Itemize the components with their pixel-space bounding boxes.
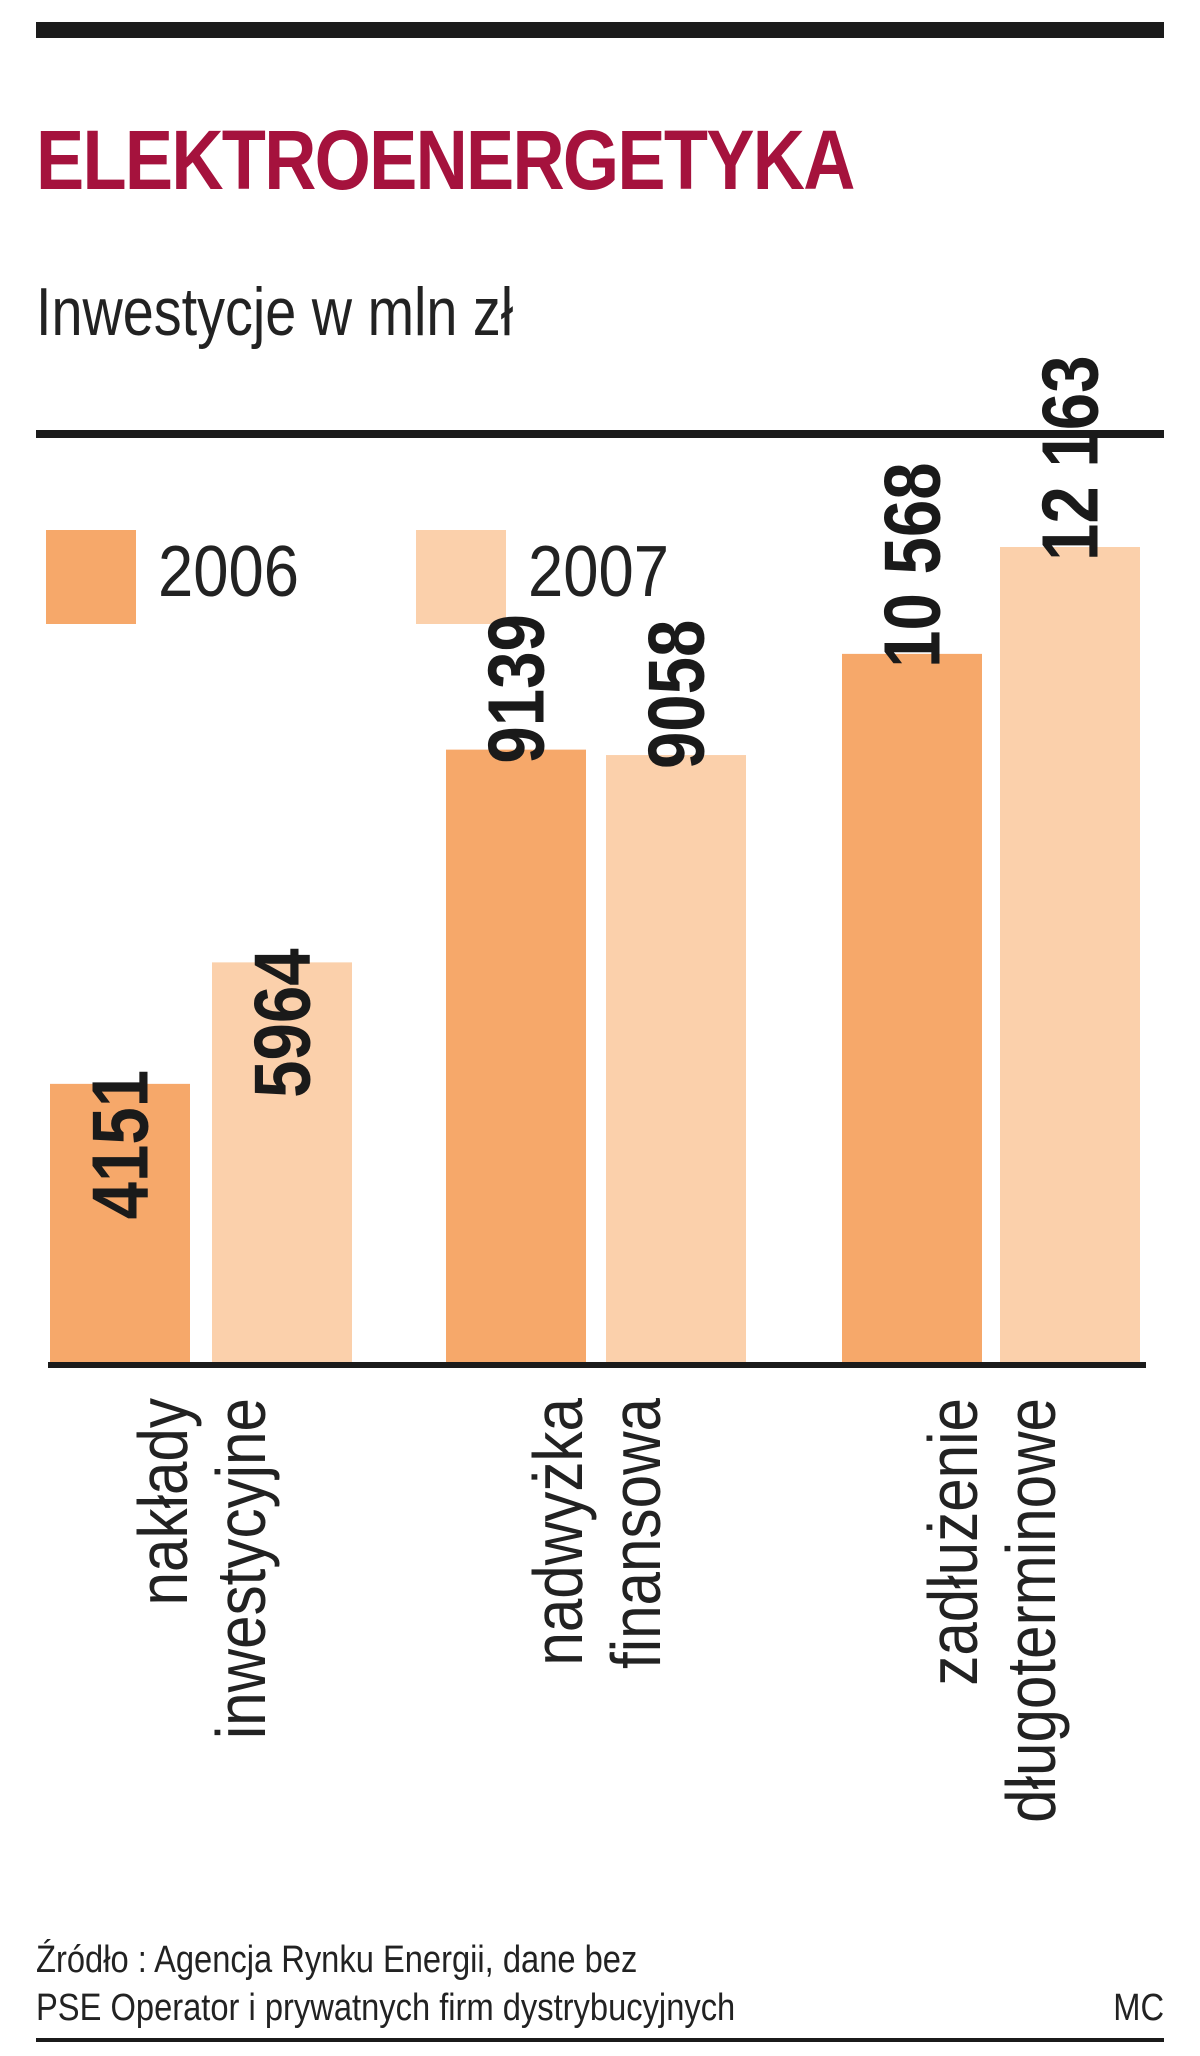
legend-swatch-2006 bbox=[46, 530, 136, 624]
chart-subtitle: Inwestycje w mln zł bbox=[36, 274, 514, 350]
legend-label-2007: 2007 bbox=[528, 532, 669, 612]
value-label-2007-2: 9058 bbox=[631, 620, 721, 769]
bar-2007-3 bbox=[1000, 547, 1140, 1362]
category-label-1-line-1: nakłady bbox=[124, 1398, 202, 1606]
category-label-3-line-1: zadłużenie bbox=[914, 1398, 992, 1686]
value-label-2006-3: 10 568 bbox=[867, 462, 957, 667]
legend-label-2006: 2006 bbox=[158, 532, 299, 612]
legend-swatch-2007 bbox=[416, 530, 506, 624]
bar-2007-1 bbox=[212, 962, 352, 1362]
header-divider bbox=[36, 430, 1164, 438]
top-rule bbox=[36, 22, 1164, 38]
value-label-2007-3: 12 163 bbox=[1025, 356, 1115, 561]
bar-2006-2 bbox=[446, 749, 586, 1362]
category-label-1-line-2: inwestycyjne bbox=[202, 1398, 280, 1739]
value-label-2006-2: 9139 bbox=[471, 614, 561, 763]
source-line-1: Źródło : Agencja Rynku Energii, dane bez bbox=[36, 1939, 638, 1981]
author-credit: MC bbox=[1113, 1987, 1164, 2029]
bar-2007-2 bbox=[606, 755, 746, 1362]
source-note: Źródło : Agencja Rynku Energii, dane bez… bbox=[36, 1936, 735, 2032]
category-label-2-line-2: finansowa bbox=[597, 1397, 675, 1669]
category-label-3-line-2: długoterminowe bbox=[992, 1398, 1070, 1823]
bar-2006-3 bbox=[842, 653, 982, 1362]
bottom-rule bbox=[36, 2038, 1164, 2042]
chart-title: ELEKTROENERGETYKA bbox=[36, 113, 855, 207]
value-label-2006-1: 4151 bbox=[75, 1070, 165, 1219]
bar-2006-1 bbox=[50, 1083, 190, 1362]
category-label-2-line-1: nadwyżka bbox=[519, 1397, 597, 1665]
value-label-2007-1: 5964 bbox=[237, 948, 327, 1097]
source-line-2: PSE Operator i prywatnych firm dystrybuc… bbox=[36, 1987, 736, 2029]
